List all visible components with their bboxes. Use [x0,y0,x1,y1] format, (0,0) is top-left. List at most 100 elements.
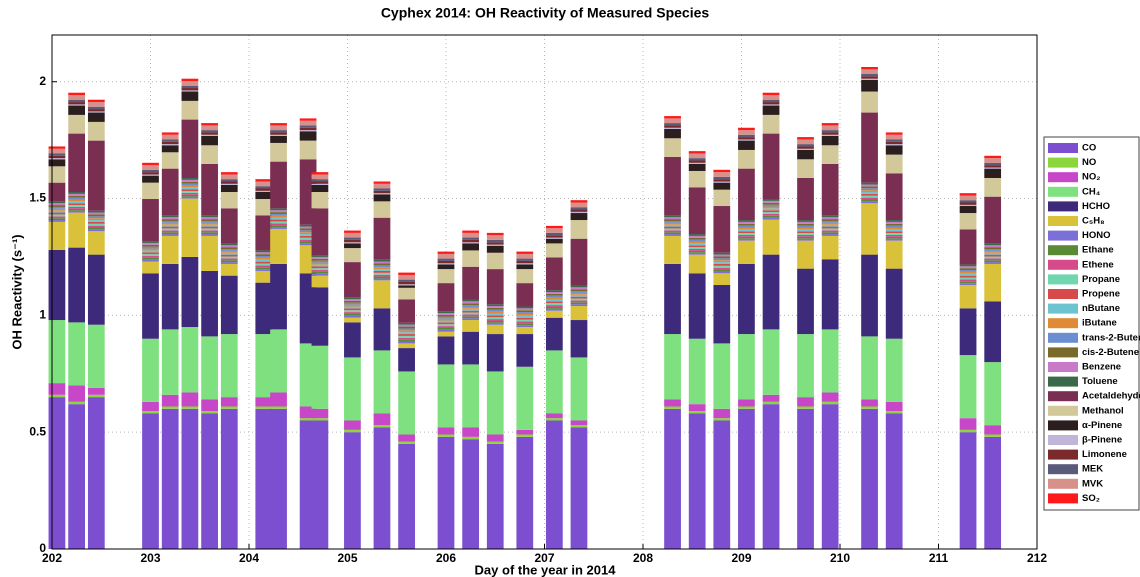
legend-swatch [1048,318,1078,329]
bar-segment [344,317,361,323]
bar-segment [87,324,105,388]
bar-segment [762,202,780,205]
plot-frame [51,34,1038,550]
bar-segment [48,166,66,183]
bar-segment [437,269,455,284]
bar-segment [142,165,159,170]
bar-segment [220,184,238,193]
y-tick-label: 0 [39,541,46,555]
bar-segment [161,168,179,216]
bar-segment [87,218,105,221]
bar-segment [516,321,534,324]
bar-segment [373,217,391,260]
bar-segment [462,266,479,300]
bar-segment [570,289,588,292]
bar-segment [161,222,179,225]
bar-segment [181,119,199,178]
bar-segment [68,193,85,196]
bar-segment [161,232,179,235]
bar-segment [48,218,66,221]
bar-segment [201,135,218,146]
bar-segment [861,336,878,400]
bar-segment [959,193,977,196]
bar-segment [821,219,839,221]
bar-segment [87,106,105,110]
bar-segment [984,168,1002,178]
bar-segment [959,270,977,272]
bar-segment [311,273,329,276]
bar-segment [220,397,238,407]
bar-segment [959,264,977,267]
bar-segment [797,233,814,235]
bar-segment [545,413,563,419]
bar-segment [87,210,105,213]
x-tick-label: 202 [42,551,62,565]
legend-swatch [1048,201,1078,212]
legend-label: HCHO [1082,201,1110,212]
bar-segment [142,199,159,242]
bar-segment [486,443,504,549]
bar-segment [545,317,563,351]
bar-segment [664,138,681,157]
bar-segment [545,238,563,244]
bar-segment [885,220,903,222]
bar-segment [821,224,839,227]
bar-segment [48,397,66,549]
bar-segment [437,264,455,270]
bar-segment [486,324,504,335]
bar-segment [738,168,755,221]
bar-segment [861,184,878,187]
bar-segment [181,177,199,180]
bar-segment [664,334,681,400]
bar-segment [486,434,504,442]
bar-segment [344,322,361,358]
bar-segment [713,420,731,549]
bar-segment [255,199,273,216]
bar-segment [959,195,977,201]
legend-label: MVK [1082,478,1103,489]
bar-segment [984,250,1002,253]
bar-segment [516,327,534,335]
legend-swatch [1048,493,1078,504]
legend-label: trans-2-Butene [1082,332,1140,343]
bar-segment [311,208,329,256]
bar-segment [664,118,681,124]
bar-segment [161,220,179,223]
legend-swatch [1048,230,1078,241]
bar-segment [201,270,218,337]
bar-segment [664,215,681,218]
bar-segment [270,227,287,229]
legend-label: Propene [1082,289,1120,300]
bar-segment [516,310,534,313]
bar-segment [142,241,159,243]
bar-segment [181,196,199,199]
bar-segment [713,267,731,270]
bar-segment [486,244,504,246]
bar-segment [545,293,563,296]
bar-segment [462,232,479,238]
bar-segment [570,200,588,203]
bar-segment [201,228,218,231]
bar-segment [299,130,317,132]
bar-segment [462,242,479,244]
bar-segment [516,323,534,326]
bar-segment [68,201,85,204]
bar-segment [688,413,706,549]
bar-segment [959,418,977,430]
bar-segment [462,303,479,306]
bar-segment [437,313,455,315]
bar-segment [797,236,814,239]
bar-segment [437,318,455,321]
bar-segment [311,268,329,271]
bar-segment [738,139,755,141]
bar-segment [68,105,85,115]
bar-segment [984,263,1002,302]
bar-segment [738,140,755,150]
bar-segment [462,308,479,311]
bar-segment [437,324,455,327]
bar-segment [48,214,66,217]
bar-segment [48,212,66,215]
bar-segment [161,145,179,153]
bar-segment [713,176,731,180]
bar-segment [984,249,1002,251]
